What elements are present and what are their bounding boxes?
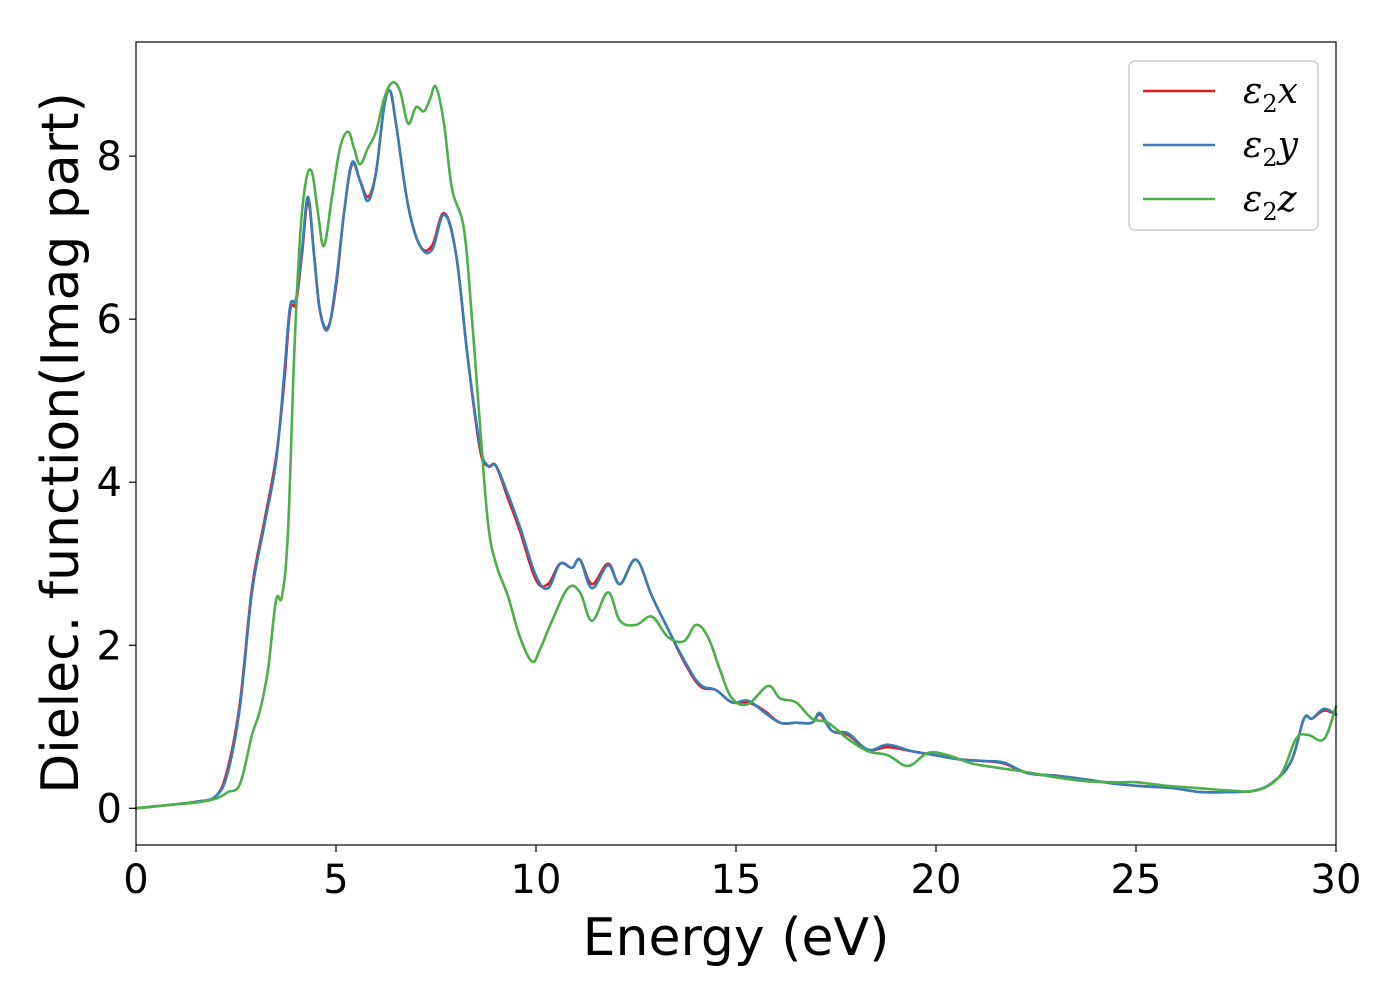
- y-tick-label: 6: [97, 297, 122, 343]
- x-tick-label: 20: [911, 857, 962, 903]
- x-axis-label: Energy (eV): [583, 908, 890, 968]
- x-tick-label: 0: [123, 857, 148, 903]
- y-tick-label: 8: [97, 134, 122, 180]
- y-tick-label: 4: [97, 460, 122, 506]
- legend: ε2x ε2y ε2z: [1128, 60, 1319, 231]
- x-tick-label: 5: [323, 857, 348, 903]
- x-axis: 0 5 10 15 20 25 30: [123, 845, 1361, 903]
- series-line-z: [134, 81, 1338, 810]
- x-tick-label: 15: [711, 857, 762, 903]
- legend-label-y: ε2y: [1243, 125, 1299, 172]
- legend-label-z: ε2z: [1243, 179, 1298, 226]
- series-layer: [134, 81, 1338, 810]
- legend-label-x: ε2x: [1243, 71, 1298, 118]
- y-tick-label: 2: [97, 623, 122, 669]
- y-tick-label: 0: [97, 786, 122, 832]
- legend-box: [1128, 60, 1319, 231]
- y-axis: 0 2 4 6 8: [97, 134, 136, 832]
- x-tick-label: 25: [1111, 857, 1162, 903]
- x-tick-label: 30: [1311, 857, 1362, 903]
- y-axis-label: Dielec. function(Imag part): [31, 92, 91, 794]
- x-tick-label: 10: [511, 857, 562, 903]
